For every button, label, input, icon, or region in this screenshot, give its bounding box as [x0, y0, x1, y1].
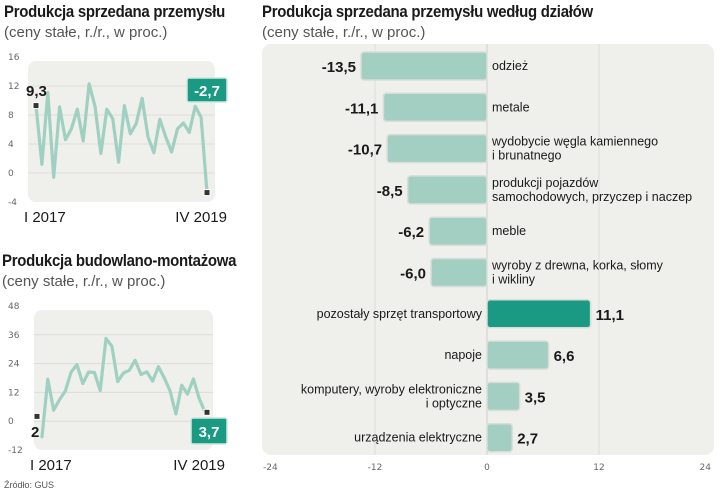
- construction-y-tick-label: 36: [8, 331, 20, 341]
- industry-x-label-end: IV 2019: [175, 209, 227, 226]
- sectors-category-label: samochodowych, przyczep i naczep: [492, 190, 692, 204]
- sectors-chart-subtitle: (ceny stałe, r./r., w proc.): [262, 24, 426, 41]
- sectors-bar: [486, 340, 550, 370]
- industry-start-marker: [32, 102, 40, 110]
- sectors-value-label: -6,0: [400, 266, 426, 283]
- construction-plot-background: [34, 310, 213, 450]
- sectors-category-label: wydobycie węgla kamiennego: [491, 135, 658, 149]
- sectors-category-label: i optyczne: [426, 396, 482, 410]
- construction-end-value-label: 3,7: [199, 424, 220, 441]
- sectors-category-label: i brunatnego: [492, 149, 562, 163]
- construction-y-tick-label: 24: [8, 360, 20, 370]
- source-note: Źródło: GUS: [4, 480, 55, 490]
- sectors-value-label: 2,7: [517, 431, 538, 448]
- sectors-category-label: meble: [492, 224, 526, 238]
- sectors-value-label: -11,1: [345, 100, 378, 117]
- sectors-category-label: odzież: [492, 59, 528, 73]
- sectors-chart-title: Produkcja sprzedana przemysłu według dzi…: [262, 2, 593, 21]
- construction-x-label-start: I 2017: [30, 457, 72, 474]
- construction-y-tick-label: 48: [8, 302, 20, 312]
- sectors-category-label: napoje: [444, 348, 482, 362]
- sectors-x-tick-label: 12: [593, 463, 604, 473]
- sectors-category-label: komputery, wyroby elektroniczne: [301, 382, 482, 396]
- construction-start-value-label: 2: [31, 424, 39, 441]
- industry-y-tick-label: 0: [8, 169, 14, 179]
- construction-y-tick-label: -12: [8, 446, 23, 456]
- industry-y-tick-label: -4: [8, 198, 17, 208]
- sectors-category-label: urządzenia elektryczne: [354, 431, 482, 445]
- construction-y-tick-label: 12: [8, 388, 19, 398]
- sectors-value-label: -13,5: [322, 59, 356, 76]
- sectors-bar: [360, 51, 488, 81]
- construction-end-value-badge: [190, 417, 228, 445]
- construction-chart-title: Produkcja budowlano-montażowa: [2, 251, 237, 270]
- sectors-category-label: pozostały sprzęt transportowy: [317, 307, 483, 321]
- sectors-x-tick-label: 24: [700, 463, 712, 473]
- industry-chart-title: Produkcja sprzedana przemysłu: [4, 2, 225, 21]
- sectors-bar: [486, 299, 592, 329]
- industry-x-label-start: I 2017: [24, 209, 66, 226]
- sectors-value-label: 6,6: [554, 348, 575, 365]
- sectors-category-label: metale: [492, 100, 530, 114]
- sectors-value-label: -10,7: [348, 142, 382, 159]
- sectors-x-tick-label: -24: [263, 463, 278, 473]
- sectors-bar: [486, 381, 521, 412]
- construction-start-marker: [33, 412, 41, 420]
- sectors-bar: [430, 257, 488, 288]
- industry-chart-subtitle: (ceny stałe, r./r., w proc.): [4, 24, 168, 41]
- sectors-value-label: -8,5: [377, 183, 403, 200]
- industry-y-tick-label: 12: [8, 82, 19, 92]
- sectors-value-label: 3,5: [525, 389, 546, 406]
- industry-y-tick-label: 4: [8, 140, 14, 150]
- industry-end-value-label: -2,7: [194, 83, 220, 100]
- construction-y-tick-label: 0: [8, 417, 14, 427]
- sectors-bar: [428, 216, 488, 246]
- sectors-x-tick-label: -12: [368, 463, 383, 473]
- industry-start-value-label: 9,3: [26, 83, 47, 100]
- sectors-bar: [386, 133, 488, 164]
- industry-series-line: [34, 82, 209, 195]
- sectors-bar: [382, 92, 488, 123]
- sectors-category-label: wyroby z drewna, korka, słomy: [491, 259, 664, 273]
- industry-y-tick-label: 8: [8, 111, 14, 121]
- industry-end-value-badge: [186, 77, 228, 103]
- sectors-category-label: produkcji pojazdów: [492, 176, 599, 190]
- sectors-value-label: 11,1: [596, 307, 624, 324]
- sectors-value-label: -6,2: [398, 224, 424, 241]
- sectors-x-tick-label: 0: [484, 463, 490, 473]
- industry-end-marker: [203, 189, 211, 197]
- sectors-category-label: i wikliny: [492, 273, 536, 287]
- sectors-bar: [486, 422, 513, 453]
- industry-y-tick-label: 16: [8, 53, 20, 63]
- construction-chart-subtitle: (ceny stałe, r./r., w proc.): [2, 273, 166, 290]
- sectors-bar: [406, 175, 488, 205]
- construction-x-label-end: IV 2019: [173, 457, 225, 474]
- construction-end-marker: [203, 408, 211, 416]
